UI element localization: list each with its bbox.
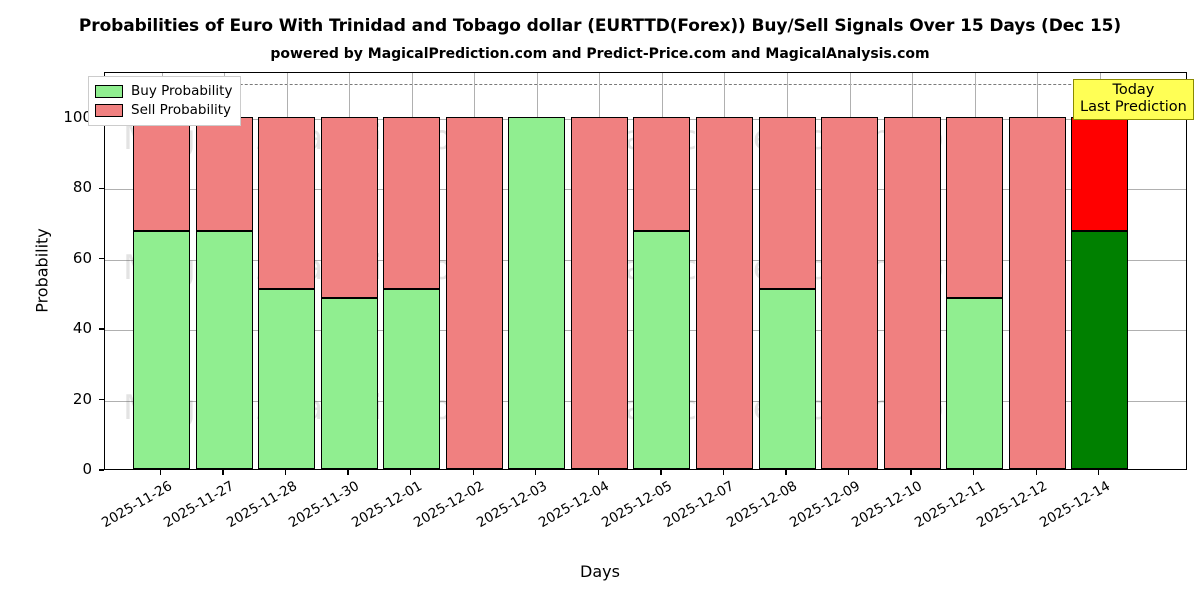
bar-stack[interactable] bbox=[758, 73, 816, 469]
x-tick-mark bbox=[284, 470, 287, 475]
bar-stack[interactable] bbox=[946, 73, 1004, 469]
x-tick-mark bbox=[159, 470, 162, 475]
bar-segment-sell[interactable] bbox=[821, 116, 879, 469]
y-axis-label: Probability bbox=[32, 228, 52, 313]
bar-segment-sell[interactable] bbox=[758, 116, 816, 290]
legend-swatch-sell bbox=[95, 104, 123, 117]
bar-stack[interactable] bbox=[320, 73, 378, 469]
bar-segment-sell[interactable] bbox=[195, 116, 253, 232]
x-tick-mark bbox=[910, 470, 912, 475]
bar-segment-sell[interactable] bbox=[445, 116, 503, 469]
x-axis-label: Days bbox=[580, 562, 620, 581]
bar-stack[interactable] bbox=[695, 73, 753, 469]
chart-subtitle: powered by MagicalPrediction.com and Pre… bbox=[270, 46, 930, 62]
bar-segment-buy[interactable] bbox=[508, 116, 566, 469]
y-tick-mark bbox=[99, 469, 104, 471]
today-annotation: Today Last Prediction bbox=[1073, 79, 1194, 120]
bar-segment-buy[interactable] bbox=[383, 289, 441, 469]
bar-segment-buy[interactable] bbox=[633, 231, 691, 469]
bar-segment-sell[interactable] bbox=[133, 116, 190, 232]
x-tick-mark bbox=[347, 470, 349, 475]
y-tick-mark bbox=[99, 257, 104, 260]
bar-stack[interactable] bbox=[1071, 73, 1129, 469]
bar-stack[interactable] bbox=[1008, 73, 1066, 469]
legend-label-sell: Sell Probability bbox=[131, 102, 232, 118]
bar-segment-sell[interactable] bbox=[570, 116, 628, 469]
today-label-line1: Today bbox=[1112, 82, 1155, 98]
today-label-line2: Last Prediction bbox=[1080, 99, 1187, 115]
y-tick-mark bbox=[99, 328, 104, 330]
bar-segment-sell[interactable] bbox=[633, 116, 691, 232]
x-tick-mark bbox=[972, 470, 975, 475]
bar-stack[interactable] bbox=[508, 73, 566, 469]
x-tick-mark bbox=[222, 470, 224, 475]
bar-segment-buy[interactable] bbox=[195, 231, 253, 469]
legend-item-buy: Buy Probability bbox=[95, 82, 232, 101]
x-tick-mark bbox=[472, 470, 474, 475]
bar-segment-sell[interactable] bbox=[258, 116, 316, 290]
bar-stack[interactable] bbox=[383, 73, 441, 469]
y-tick-label: 20 bbox=[72, 389, 92, 408]
bar-segment-buy[interactable] bbox=[320, 298, 378, 469]
y-tick-label: 100 bbox=[63, 107, 92, 126]
bar-segment-sell[interactable] bbox=[320, 116, 378, 299]
bar-segment-sell[interactable] bbox=[1071, 116, 1129, 232]
bar-segment-buy[interactable] bbox=[258, 289, 316, 469]
y-tick-label: 80 bbox=[72, 178, 92, 197]
bar-segment-sell[interactable] bbox=[1008, 116, 1066, 469]
chart-title: Probabilities of Euro With Trinidad and … bbox=[78, 16, 1122, 36]
y-tick-label: 0 bbox=[82, 460, 92, 478]
chart-legend: Buy Probability Sell Probability bbox=[88, 76, 242, 126]
threshold-dashed-line bbox=[105, 83, 1186, 85]
x-tick-mark bbox=[660, 470, 662, 475]
x-tick-mark bbox=[535, 470, 537, 475]
bar-segment-sell[interactable] bbox=[695, 116, 753, 469]
bar-segment-sell[interactable] bbox=[883, 116, 941, 469]
bar-stack[interactable] bbox=[633, 73, 691, 469]
legend-item-sell: Sell Probability bbox=[95, 101, 232, 120]
x-tick-mark bbox=[597, 470, 600, 475]
legend-label-buy: Buy Probability bbox=[131, 83, 233, 99]
bar-segment-sell[interactable] bbox=[946, 116, 1004, 299]
bar-segment-buy[interactable] bbox=[1071, 231, 1129, 469]
x-tick-mark bbox=[847, 470, 850, 475]
x-tick-mark bbox=[785, 470, 787, 475]
bar-stack[interactable] bbox=[195, 73, 253, 469]
bar-stack[interactable] bbox=[570, 73, 628, 469]
x-tick-mark bbox=[722, 470, 725, 475]
bar-segment-sell[interactable] bbox=[383, 116, 441, 290]
plot-area: MagicalAnalysis.comMagicaPrediction.comM… bbox=[104, 72, 1187, 470]
bar-segment-buy[interactable] bbox=[758, 289, 816, 469]
bar-segment-buy[interactable] bbox=[946, 298, 1004, 469]
legend-swatch-buy bbox=[95, 85, 123, 98]
x-tick-mark bbox=[1035, 470, 1037, 475]
y-tick-mark bbox=[99, 398, 104, 401]
bar-stack[interactable] bbox=[883, 73, 941, 469]
x-tick-mark bbox=[1098, 470, 1100, 475]
bar-stack[interactable] bbox=[445, 73, 503, 469]
bar-stack[interactable] bbox=[258, 73, 316, 469]
y-tick-label: 60 bbox=[72, 248, 92, 267]
bar-stack[interactable] bbox=[821, 73, 879, 469]
x-tick-mark bbox=[410, 470, 412, 475]
y-tick-label: 40 bbox=[72, 319, 92, 338]
y-tick-mark bbox=[99, 187, 104, 189]
bar-stack[interactable] bbox=[133, 73, 190, 469]
bar-segment-buy[interactable] bbox=[133, 231, 190, 469]
